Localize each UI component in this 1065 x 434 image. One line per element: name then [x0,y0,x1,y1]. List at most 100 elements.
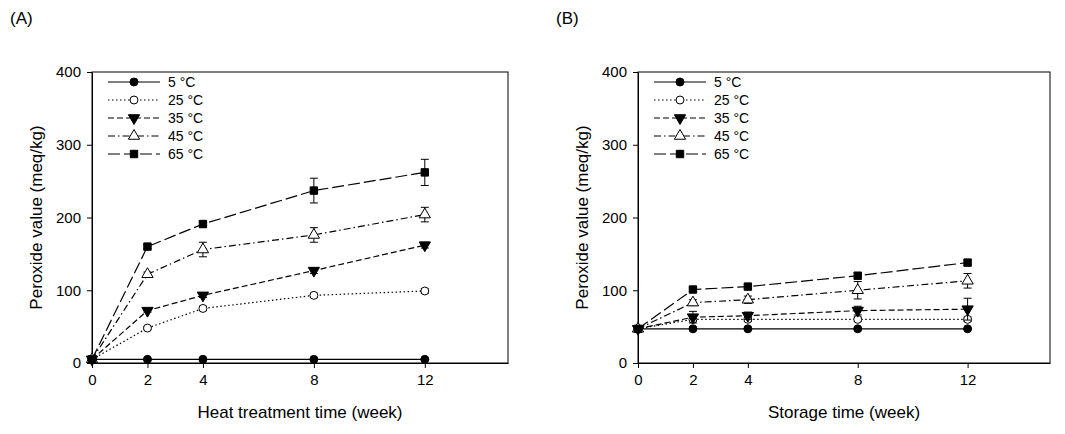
marker [632,326,643,336]
y-tick: 100 [602,282,638,299]
marker [86,353,97,363]
marker [744,283,751,290]
plot-area [632,259,973,335]
legend-item: 25 °C [654,92,749,108]
y-tick-mark [87,72,92,73]
marker [310,355,318,363]
x-axis-line [93,363,509,364]
legend-marker [674,129,685,139]
y-tick-mark [633,363,638,364]
y-axis-line [638,73,639,364]
x-tick-label: 12 [417,371,434,388]
x-tick-mark [968,363,969,368]
legend-item: 45 °C [108,128,203,144]
plot-area [86,159,430,366]
marker [142,307,153,317]
y-tick-mark [633,145,638,146]
x-tick: 2 [689,363,697,388]
x-tick: 4 [744,363,752,388]
marker [742,293,753,303]
marker [199,304,207,312]
x-tick: 0 [88,363,96,388]
y-axis-title: Peroxide value (meq/kg) [27,125,46,309]
x-tick: 0 [634,363,642,388]
legend-marker [130,78,138,86]
x-axis-title: Storage time (week) [768,403,920,422]
marker [197,243,208,253]
marker [143,355,151,363]
series-line [92,172,425,359]
y-tick: 400 [56,63,92,80]
x-tick-label: 2 [689,371,697,388]
marker [421,287,429,295]
marker [744,325,752,333]
legend-label: 25 °C [168,92,203,108]
marker [854,272,861,279]
plot-frame [638,72,1050,363]
y-tick-label: 0 [73,354,81,371]
error-bar [964,260,972,266]
y-tick-mark [87,290,92,291]
error-bar [199,221,207,227]
x-tick-label: 2 [144,371,152,388]
marker [144,243,151,250]
marker [689,325,697,333]
series-line [92,359,425,360]
legend-item: 25 °C [108,92,203,108]
marker [962,306,973,316]
x-tick-label: 0 [634,371,642,388]
panel: (A)0248120100200300400Heat treatment tim… [10,9,509,422]
marker [88,355,96,363]
series-line [638,319,968,328]
y-tick: 200 [56,209,92,226]
x-tick-mark [748,363,749,368]
x-tick-label: 8 [310,371,318,388]
y-axis: 0100200300400 [56,63,93,371]
marker [199,355,207,363]
marker [964,325,972,333]
legend-item: 65 °C [654,146,749,162]
x-tick-mark [638,363,639,368]
legend-marker [676,96,684,104]
x-tick-label: 4 [744,371,752,388]
legend-marker [676,78,684,86]
y-tick-mark [633,72,638,73]
y-tick-label: 100 [602,282,627,299]
y-axis-line [92,73,93,364]
marker [310,291,318,299]
y-tick-label: 200 [56,209,81,226]
x-tick-mark [858,363,859,368]
series-line [92,245,425,359]
marker [419,242,430,252]
legend-label: 65 °C [168,146,203,162]
series-line [638,309,968,329]
marker [634,325,641,332]
series-line [92,291,425,359]
x-tick: 12 [417,363,434,388]
series-line [638,328,968,329]
marker [964,259,971,266]
legend-marker [130,96,138,104]
legend-item: 5 °C [108,74,195,90]
x-tick-label: 0 [88,371,96,388]
x-axis-title: Heat treatment time (week) [197,403,402,422]
x-tick: 8 [854,363,862,388]
legend: 5 °C25 °C35 °C45 °C65 °C [654,74,749,162]
marker [308,228,319,238]
x-tick: 8 [310,363,318,388]
legend-label: 45 °C [714,128,749,144]
marker [197,292,208,302]
marker [687,296,698,306]
legend-marker [128,129,139,139]
marker [421,355,429,363]
legend-item: 65 °C [108,146,203,162]
marker [854,325,862,333]
marker [634,325,642,333]
marker [308,267,319,277]
x-tick-label: 12 [960,371,977,388]
series-line [92,215,425,360]
error-bar [421,159,429,185]
panel: (B)0248120100200300400Storage time (week… [556,9,1051,422]
x-axis: 024812 [88,363,508,388]
y-tick-label: 400 [56,63,81,80]
